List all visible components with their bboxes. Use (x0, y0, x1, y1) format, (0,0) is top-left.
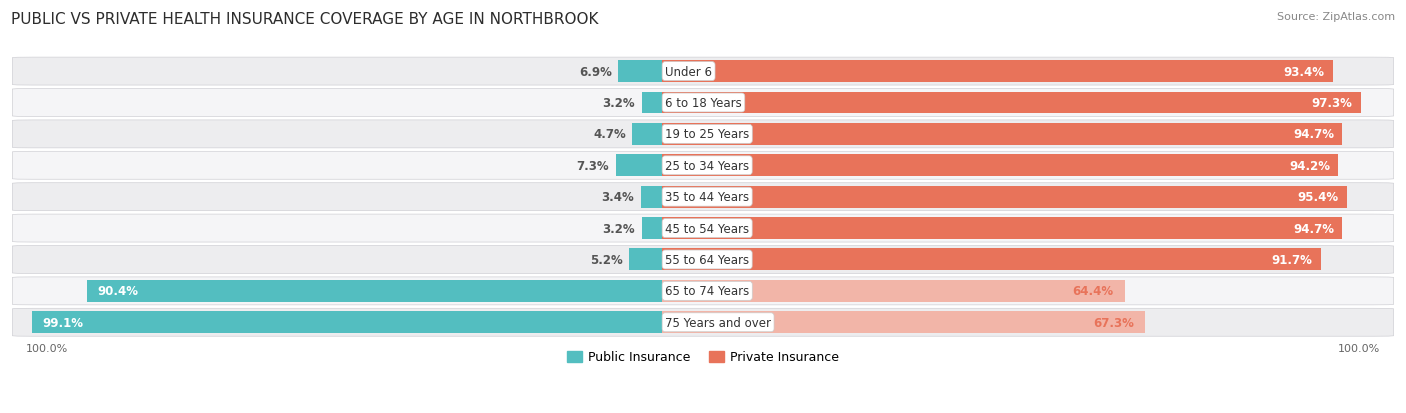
Text: 25 to 34 Years: 25 to 34 Years (665, 159, 749, 172)
Text: 7.3%: 7.3% (576, 159, 609, 172)
Text: 94.2%: 94.2% (1289, 159, 1330, 172)
Text: 65 to 74 Years: 65 to 74 Years (665, 285, 749, 298)
FancyBboxPatch shape (13, 277, 1393, 305)
Bar (662, 61, 1333, 83)
Text: 93.4%: 93.4% (1284, 65, 1324, 78)
Text: 100.0%: 100.0% (1339, 343, 1381, 353)
Text: 67.3%: 67.3% (1094, 316, 1135, 329)
Bar (643, 92, 662, 114)
FancyBboxPatch shape (13, 246, 1393, 274)
Text: 90.4%: 90.4% (98, 285, 139, 298)
Legend: Public Insurance, Private Insurance: Public Insurance, Private Insurance (561, 346, 845, 368)
Text: 3.2%: 3.2% (603, 97, 636, 110)
Text: 19 to 25 Years: 19 to 25 Years (665, 128, 749, 141)
Bar (87, 280, 662, 302)
Bar (643, 218, 662, 240)
FancyBboxPatch shape (13, 89, 1393, 117)
Text: 45 to 54 Years: 45 to 54 Years (665, 222, 749, 235)
Text: 94.7%: 94.7% (1294, 222, 1334, 235)
FancyBboxPatch shape (13, 309, 1393, 337)
Bar (662, 92, 1361, 114)
Text: Under 6: Under 6 (665, 65, 711, 78)
Bar (662, 186, 1347, 208)
Text: 35 to 44 Years: 35 to 44 Years (665, 191, 749, 204)
Bar (662, 155, 1339, 177)
Text: 4.7%: 4.7% (593, 128, 626, 141)
Text: 100.0%: 100.0% (25, 343, 67, 353)
Bar (633, 123, 662, 145)
FancyBboxPatch shape (13, 121, 1393, 149)
Bar (630, 249, 662, 271)
Text: 99.1%: 99.1% (42, 316, 83, 329)
Bar (619, 61, 662, 83)
Text: 91.7%: 91.7% (1271, 253, 1312, 266)
Bar (662, 218, 1343, 240)
Bar (616, 155, 662, 177)
Text: 75 Years and over: 75 Years and over (665, 316, 770, 329)
Bar (662, 311, 1146, 333)
Text: 64.4%: 64.4% (1073, 285, 1114, 298)
Text: 55 to 64 Years: 55 to 64 Years (665, 253, 749, 266)
Text: 3.2%: 3.2% (603, 222, 636, 235)
Bar (31, 311, 662, 333)
Text: 5.2%: 5.2% (589, 253, 623, 266)
FancyBboxPatch shape (13, 183, 1393, 211)
Bar (662, 280, 1125, 302)
Text: Source: ZipAtlas.com: Source: ZipAtlas.com (1277, 12, 1395, 22)
Text: 94.7%: 94.7% (1294, 128, 1334, 141)
Bar (662, 123, 1343, 145)
FancyBboxPatch shape (13, 152, 1393, 180)
FancyBboxPatch shape (13, 58, 1393, 86)
Text: 3.4%: 3.4% (602, 191, 634, 204)
Text: 95.4%: 95.4% (1298, 191, 1339, 204)
FancyBboxPatch shape (13, 215, 1393, 242)
Text: 97.3%: 97.3% (1312, 97, 1353, 110)
Text: 6 to 18 Years: 6 to 18 Years (665, 97, 742, 110)
Text: 6.9%: 6.9% (579, 65, 612, 78)
Bar (662, 249, 1320, 271)
Bar (641, 186, 662, 208)
Text: PUBLIC VS PRIVATE HEALTH INSURANCE COVERAGE BY AGE IN NORTHBROOK: PUBLIC VS PRIVATE HEALTH INSURANCE COVER… (11, 12, 599, 27)
